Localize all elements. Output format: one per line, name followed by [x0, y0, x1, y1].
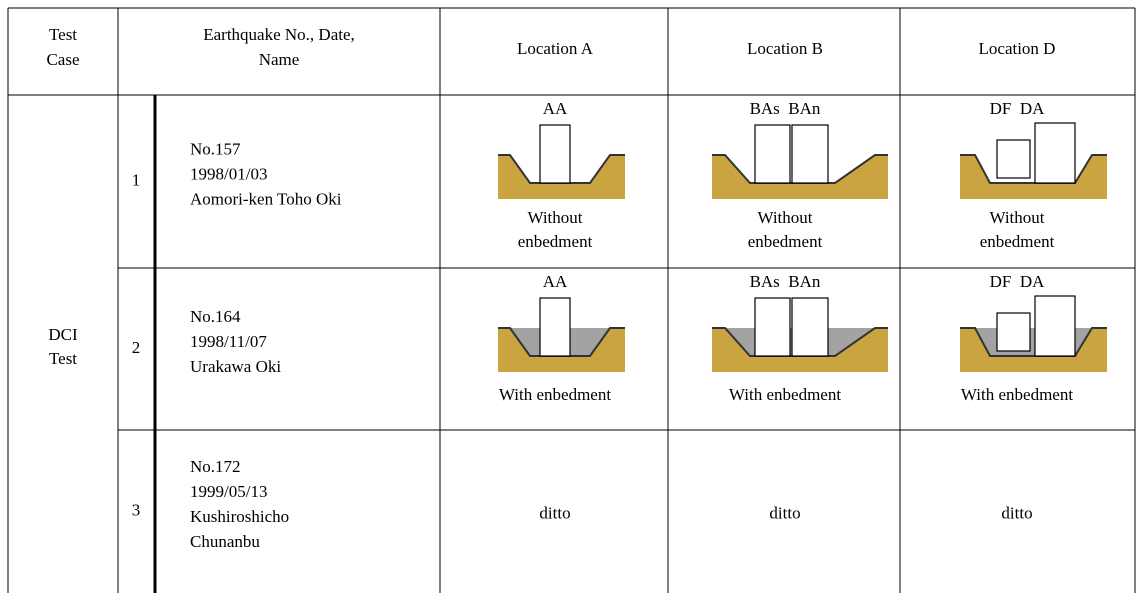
earthquake-info: No.164: [190, 307, 241, 326]
location-text: ditto: [1001, 503, 1032, 522]
building: [996, 139, 1031, 179]
building: [791, 297, 829, 357]
earthquake-info: 1998/01/03: [190, 164, 267, 183]
earthquake-info: No.172: [190, 457, 241, 476]
row-number: 2: [132, 338, 141, 357]
soil-diagram: [498, 297, 625, 372]
soil: [498, 155, 625, 199]
location-caption: With enbedment: [729, 385, 841, 404]
soil: [960, 328, 1107, 372]
building-labels: BAs BAn: [750, 99, 821, 118]
header-earthquake: Earthquake No., Date,: [203, 25, 355, 44]
building-labels: BAs BAn: [750, 272, 821, 291]
location-caption: Without: [527, 208, 582, 227]
building: [1034, 122, 1076, 184]
location-text: ditto: [539, 503, 570, 522]
soil: [712, 328, 888, 372]
soil-diagram: [498, 124, 625, 199]
earthquake-info: 1998/11/07: [190, 332, 267, 351]
grid: [7, 7, 1136, 593]
header-location: Location B: [747, 39, 823, 58]
building: [1034, 295, 1076, 357]
header-case: Case: [46, 50, 79, 69]
group-label: DCI: [48, 325, 78, 344]
building-labels: DF DA: [990, 272, 1046, 291]
building: [539, 297, 571, 357]
header-location: Location D: [979, 39, 1056, 58]
earthquake-info: 1999/05/13: [190, 482, 267, 501]
header-earthquake: Name: [259, 50, 300, 69]
ground-line: [960, 154, 1107, 184]
earthquake-info: Aomori-ken Toho Oki: [190, 189, 342, 208]
building-labels: AA: [543, 99, 568, 118]
soil-diagram: [960, 295, 1107, 372]
building: [791, 124, 829, 184]
building: [754, 124, 791, 184]
row-number: 1: [132, 170, 141, 189]
location-caption: enbedment: [980, 232, 1055, 251]
building: [754, 297, 791, 357]
location-caption: Without: [757, 208, 812, 227]
soil-diagram: [960, 122, 1107, 199]
earthquake-info: Chunanbu: [190, 532, 260, 551]
header-location: Location A: [517, 39, 594, 58]
group-label: Test: [49, 349, 77, 368]
soil-diagram: [712, 297, 888, 372]
header-case: Test: [49, 25, 77, 44]
ground-line: [960, 327, 1107, 357]
earthquake-info: No.157: [190, 139, 241, 158]
soil-diagram: [712, 124, 888, 199]
location-text: ditto: [769, 503, 800, 522]
soil: [712, 155, 888, 199]
location-caption: enbedment: [518, 232, 593, 251]
soil: [960, 155, 1107, 199]
row-number: 3: [132, 500, 141, 519]
building: [539, 124, 571, 184]
location-caption: enbedment: [748, 232, 823, 251]
building: [996, 312, 1031, 352]
soil: [498, 328, 625, 372]
location-caption: With enbedment: [499, 385, 611, 404]
earthquake-info: Urakawa Oki: [190, 357, 281, 376]
location-caption: With enbedment: [961, 385, 1073, 404]
building-labels: DF DA: [990, 99, 1046, 118]
location-caption: Without: [989, 208, 1044, 227]
earthquake-info: Kushiroshicho: [190, 507, 289, 526]
building-labels: AA: [543, 272, 568, 291]
